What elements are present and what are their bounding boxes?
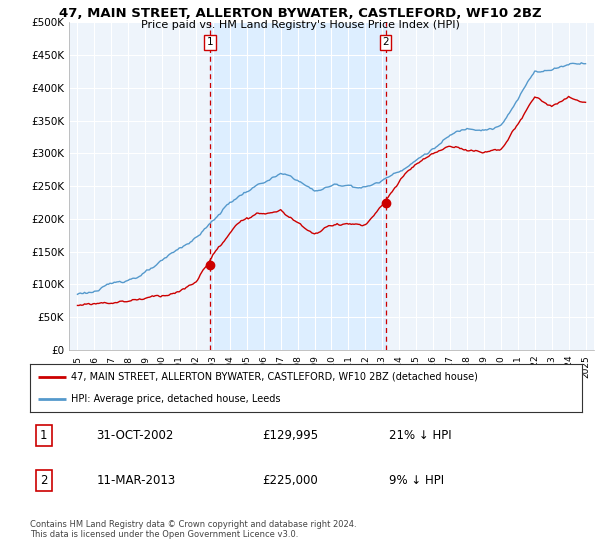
Text: 1: 1 bbox=[40, 429, 47, 442]
Text: 31-OCT-2002: 31-OCT-2002 bbox=[96, 429, 173, 442]
Text: 2: 2 bbox=[382, 37, 389, 47]
Text: £129,995: £129,995 bbox=[262, 429, 318, 442]
Text: 9% ↓ HPI: 9% ↓ HPI bbox=[389, 474, 444, 487]
Text: 1: 1 bbox=[207, 37, 214, 47]
Bar bbox=[210, 22, 386, 350]
Text: 2: 2 bbox=[40, 474, 47, 487]
Text: £225,000: £225,000 bbox=[262, 474, 317, 487]
Text: 21% ↓ HPI: 21% ↓ HPI bbox=[389, 429, 451, 442]
Text: 47, MAIN STREET, ALLERTON BYWATER, CASTLEFORD, WF10 2BZ (detached house): 47, MAIN STREET, ALLERTON BYWATER, CASTL… bbox=[71, 372, 478, 382]
Text: Price paid vs. HM Land Registry's House Price Index (HPI): Price paid vs. HM Land Registry's House … bbox=[140, 20, 460, 30]
Text: HPI: Average price, detached house, Leeds: HPI: Average price, detached house, Leed… bbox=[71, 394, 281, 404]
Text: 11-MAR-2013: 11-MAR-2013 bbox=[96, 474, 175, 487]
Text: Contains HM Land Registry data © Crown copyright and database right 2024.
This d: Contains HM Land Registry data © Crown c… bbox=[30, 520, 356, 539]
Text: 47, MAIN STREET, ALLERTON BYWATER, CASTLEFORD, WF10 2BZ: 47, MAIN STREET, ALLERTON BYWATER, CASTL… bbox=[59, 7, 541, 20]
